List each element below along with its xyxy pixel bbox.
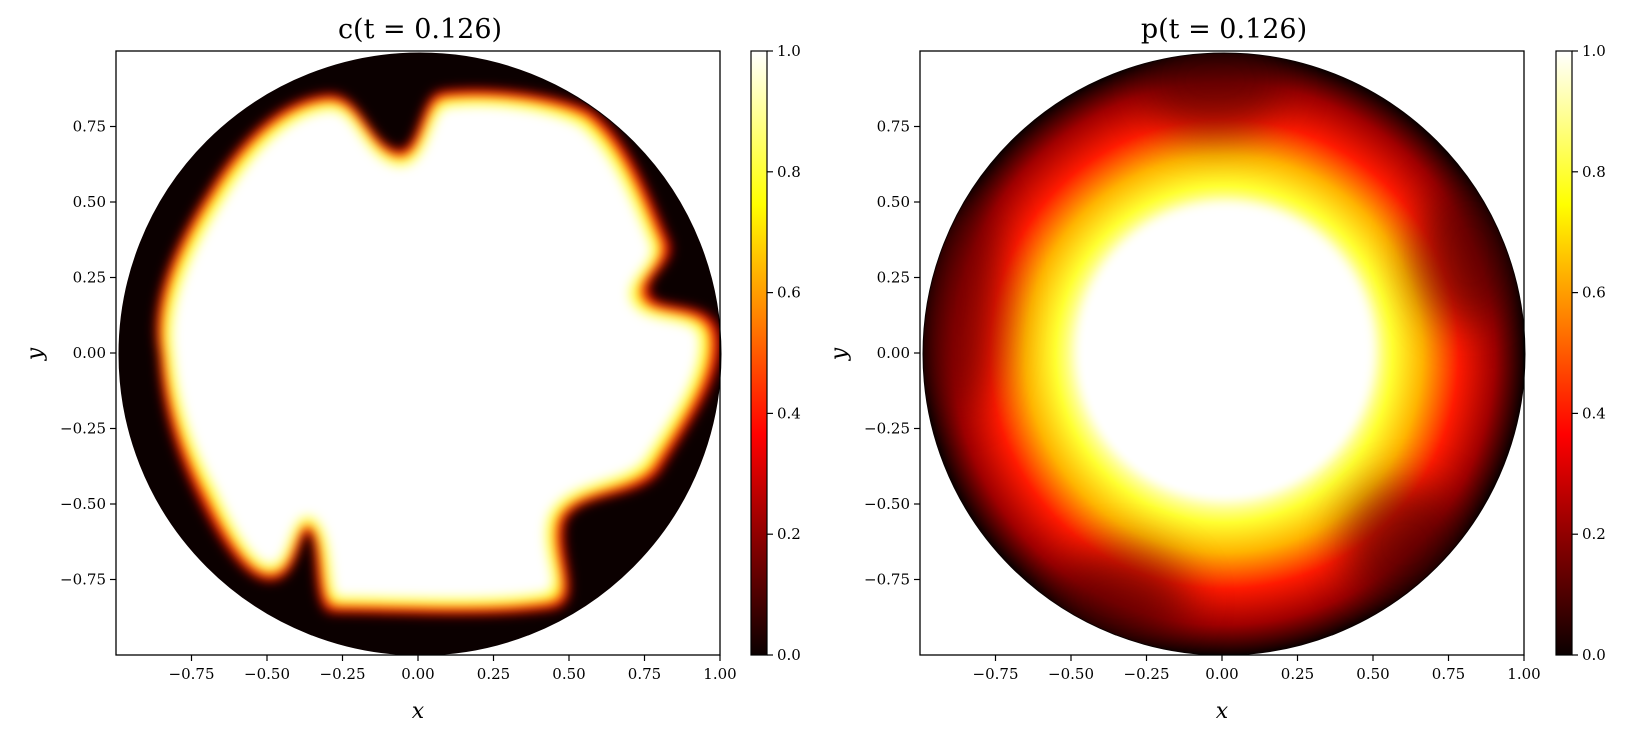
panel-p-xaxis: −0.75 −0.50 −0.25 0.00 0.25 0.50 0.75 1.00	[973, 655, 1541, 683]
panel-c-yaxis: 0.75 0.50 0.25 0.00 −0.25 −0.50 −0.75	[60, 118, 116, 589]
panel-p-xtick-label: 0.75	[1432, 665, 1465, 683]
panel-c-ytick-label: −0.75	[60, 571, 106, 589]
panel-p-xtick-label: 0.50	[1356, 665, 1389, 683]
panel-p-xtick-label: −0.75	[973, 665, 1019, 683]
panel-p-colorbar-tick-label: 1.0	[1582, 42, 1606, 60]
panel-p-dark-lobe-bottom-right	[1345, 485, 1465, 605]
panel-p-title: p(t = 0.126)	[1141, 14, 1307, 45]
panel-c-xaxis: −0.75 −0.50 −0.25 0.00 0.25 0.50 0.75 1.00	[169, 655, 737, 683]
panel-c-colorbar-tick-label: 0.0	[777, 646, 801, 664]
panel-c: c(t = 0.126) −0.75 −0.50 −0.25 0.00 0.25 0.50…	[23, 14, 801, 724]
panel-c-xlabel: x	[412, 699, 425, 724]
panel-c-ytick-label: 0.00	[73, 344, 106, 362]
panel-p-xtick-label: 1.00	[1507, 665, 1540, 683]
panel-p-xtick-label: −0.50	[1048, 665, 1094, 683]
panel-c-xtick-label: 0.75	[628, 665, 661, 683]
panel-c-xtick-label: −0.25	[320, 665, 366, 683]
panel-c-ytick-label: 0.75	[73, 118, 106, 136]
panel-p-xtick-label: −0.25	[1124, 665, 1170, 683]
panel-c-ytick-label: 0.50	[73, 193, 106, 211]
panel-p-ytick-label: −0.25	[864, 420, 910, 438]
panel-p-colorbar-tick-label: 0.2	[1582, 525, 1606, 543]
panel-p-colorbar-ticks: 0.0 0.2 0.4 0.6 0.8 1.0	[1572, 42, 1606, 664]
panel-c-colorbar-tick-label: 0.2	[777, 525, 801, 543]
panel-p-ytick-label: −0.50	[864, 495, 910, 513]
panel-p-field	[923, 53, 1525, 655]
panel-p-xtick-label: 0.25	[1281, 665, 1314, 683]
panel-c-colorbar-tick-label: 0.6	[777, 284, 801, 302]
panel-p-ytick-label: 0.25	[877, 269, 910, 287]
panel-c-xtick-label: 1.00	[703, 665, 736, 683]
panel-p-xlabel: x	[1216, 699, 1229, 724]
panel-p-shading	[923, 53, 1525, 650]
panel-p-colorbar-tick-label: 0.6	[1582, 284, 1606, 302]
panel-c-colorbar-tick-label: 0.8	[777, 163, 801, 181]
panel-p-ytick-label: −0.75	[864, 571, 910, 589]
panel-p-ylabel: y	[827, 347, 852, 361]
panel-c-title: c(t = 0.126)	[338, 14, 502, 45]
panel-p-dark-lobe-left	[923, 190, 1000, 410]
panel-c-xtick-label: 0.50	[552, 665, 585, 683]
panel-c-ytick-label: −0.25	[60, 420, 106, 438]
panel-c-xtick-label: −0.75	[169, 665, 215, 683]
panel-p: p(t = 0.126) −0.75 −0.50 −0.25 0.00 0.25 0.50…	[827, 14, 1606, 724]
panel-c-xtick-label: 0.25	[477, 665, 510, 683]
panel-c-colorbar-ticks: 0.0 0.2 0.4 0.6 0.8 1.0	[767, 42, 801, 664]
panel-c-xtick-label: 0.00	[401, 665, 434, 683]
panel-p-colorbar-tick-label: 0.8	[1582, 163, 1606, 181]
panel-c-colorbar-tick-label: 1.0	[777, 42, 801, 60]
panel-p-ytick-label: 0.00	[877, 344, 910, 362]
panel-c-xtick-label: −0.50	[244, 665, 290, 683]
panel-c-field	[119, 53, 721, 655]
panel-p-ytick-label: 0.50	[877, 193, 910, 211]
panel-p-xtick-label: 0.00	[1205, 665, 1238, 683]
panel-c-ytick-label: 0.25	[73, 269, 106, 287]
panel-c-colorbar-tick-label: 0.4	[777, 404, 801, 422]
panel-c-colorbar	[750, 50, 768, 656]
panel-p-dark-lobe-top	[1145, 53, 1285, 135]
panel-p-colorbar	[1555, 50, 1573, 656]
panel-c-ytick-label: −0.50	[60, 495, 106, 513]
panel-p-yaxis: 0.75 0.50 0.25 0.00 −0.25 −0.50 −0.75	[864, 118, 920, 589]
panel-p-colorbar-tick-label: 0.0	[1582, 646, 1606, 664]
panel-p-ytick-label: 0.75	[877, 118, 910, 136]
panel-p-core	[1078, 202, 1374, 498]
panel-p-colorbar-tick-label: 0.4	[1582, 404, 1606, 422]
panel-c-inner-white	[170, 104, 701, 600]
panel-p-dark-lobe-bottom-left	[1050, 550, 1190, 650]
panel-c-ylabel: y	[23, 347, 48, 361]
